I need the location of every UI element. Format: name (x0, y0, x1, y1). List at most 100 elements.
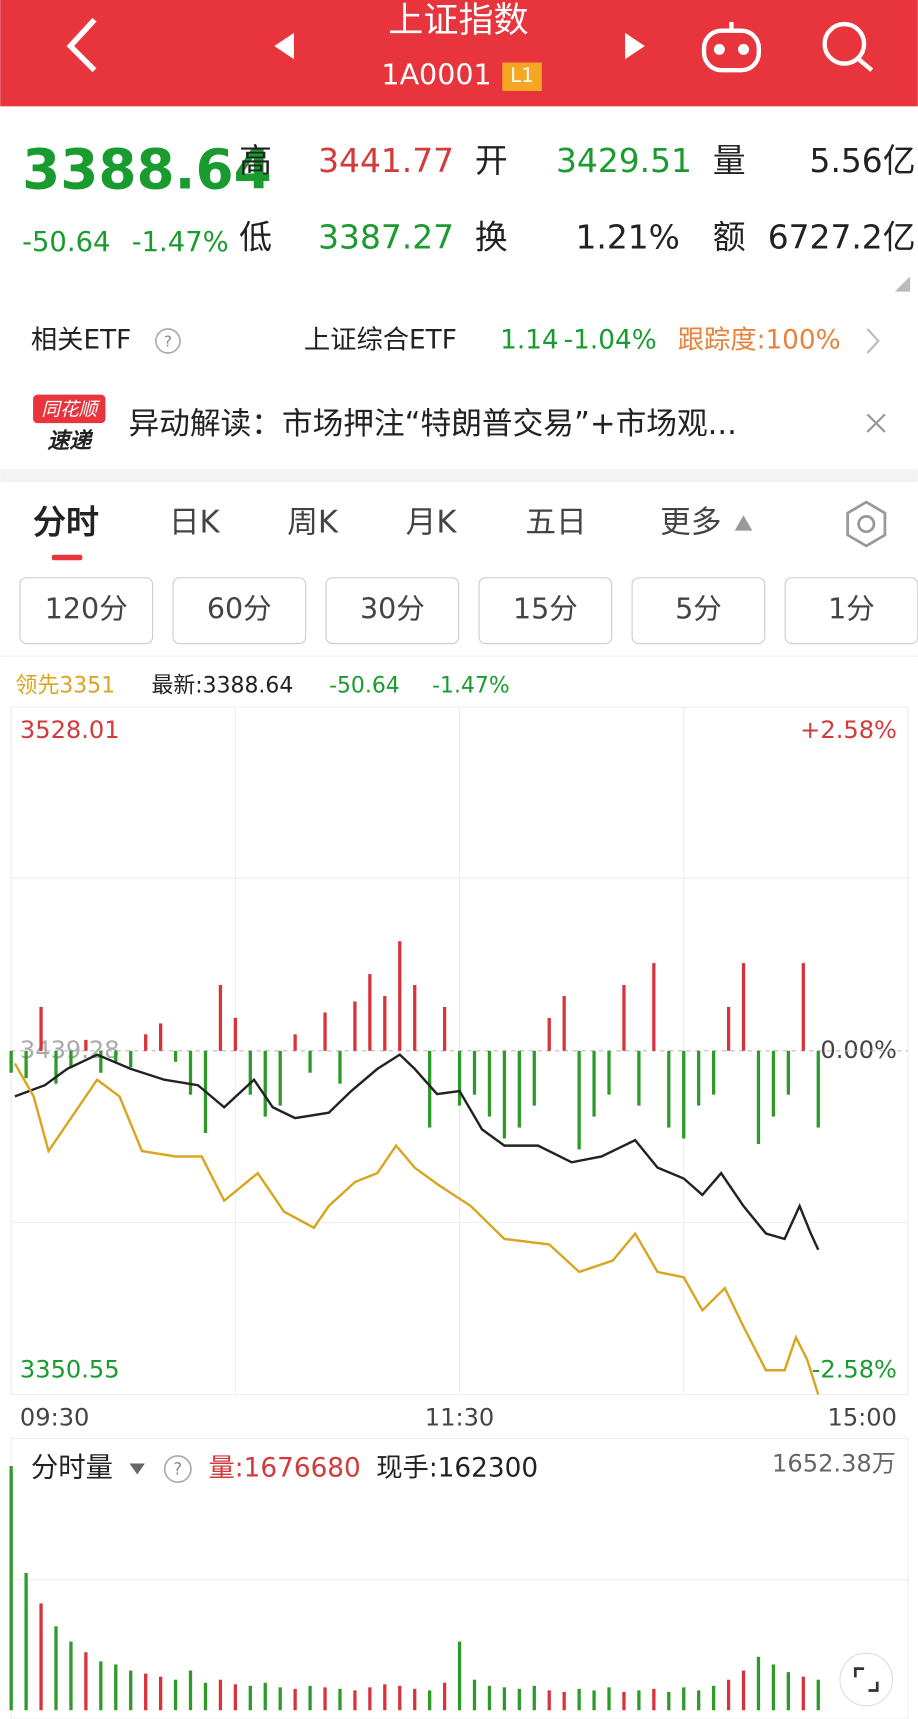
strength-bar (682, 1050, 686, 1139)
field-value: 1.21% (575, 217, 679, 256)
volume-bar (114, 1664, 118, 1711)
volume-bar (278, 1687, 282, 1711)
field-value: 3441.77 (318, 141, 454, 180)
period-label: 30分 (360, 593, 425, 626)
strength-bar (383, 995, 387, 1051)
strength-bar (697, 1050, 701, 1106)
tab[interactable]: 周K (287, 506, 339, 541)
badge-top: 同花顺 (41, 400, 100, 421)
x-tick-label: 15:00 (827, 1404, 896, 1432)
field-label: 量 (713, 141, 746, 180)
help-icon[interactable] (155, 328, 181, 354)
tab[interactable]: 五日 (525, 506, 586, 541)
tab[interactable]: 月K (406, 506, 458, 541)
strength-bar (532, 1050, 536, 1106)
strength-bar (144, 1034, 148, 1051)
volume-total: 量:1676680 (208, 1454, 360, 1484)
volume-bar (786, 1672, 791, 1711)
title: 上证指数 (388, 0, 528, 41)
prev-button[interactable] (274, 32, 295, 60)
volume-bar (248, 1685, 252, 1711)
period-button[interactable] (325, 577, 460, 645)
code: 1A0001 (381, 59, 491, 92)
volume-bar (9, 1466, 13, 1711)
etf-price: 1.14 (500, 325, 559, 355)
legend-lead: 领先3351 (16, 673, 116, 698)
strength-bar (248, 1050, 252, 1095)
volume-bar (203, 1682, 208, 1711)
field-value: 3429.51 (556, 141, 692, 180)
volume-bar (457, 1641, 462, 1711)
y2-tick-label: -2.58% (812, 1355, 897, 1383)
etf-name[interactable]: 上证综合ETF (304, 325, 457, 355)
robot-icon[interactable] (701, 21, 762, 73)
strength-bar (667, 1050, 671, 1128)
volume-bar (158, 1676, 163, 1711)
volume-bar (84, 1652, 88, 1711)
strength-bar (398, 941, 402, 1051)
strength-bar (726, 1006, 731, 1051)
volume-bar (592, 1690, 596, 1711)
tab[interactable]: 分时 (33, 503, 99, 542)
tab[interactable]: 更多 (660, 506, 721, 541)
legend-change-pct: -1.47% (432, 673, 510, 698)
strength-bar (129, 1050, 133, 1068)
back-button[interactable] (66, 17, 97, 73)
volume-bar (233, 1684, 237, 1711)
volume-bar (129, 1670, 133, 1711)
y-tick-label: 3528.01 (20, 716, 120, 744)
strength-bar (188, 1050, 193, 1095)
volume-dropdown[interactable] (129, 1463, 145, 1475)
help-icon[interactable] (163, 1455, 192, 1484)
strength-bar (353, 1001, 357, 1051)
field-label: 低 (239, 217, 272, 256)
period-button[interactable] (172, 577, 307, 645)
tab[interactable]: 日K (169, 506, 221, 541)
news-text[interactable]: 异动解读：市场押注“特朗普交易”+市场观... (128, 407, 736, 442)
strength-bar (323, 1012, 327, 1051)
strength-bar (9, 1050, 13, 1073)
field-value: 5.56亿 (810, 141, 916, 180)
strength-bar (263, 1050, 267, 1117)
period-button[interactable] (19, 577, 154, 645)
search-icon[interactable] (822, 21, 874, 72)
next-button[interactable] (625, 32, 645, 60)
strength-bar (84, 1039, 88, 1051)
strength-bar (442, 1006, 447, 1051)
etf-label: 相关ETF (31, 325, 131, 355)
expand-corner[interactable] (894, 276, 911, 292)
strength-bar (801, 963, 805, 1051)
period-label: 5分 (675, 593, 722, 626)
volume-bar (54, 1626, 58, 1711)
strength-bar (577, 1050, 581, 1150)
field-label: 换 (475, 217, 508, 256)
volume-bar (517, 1688, 521, 1711)
strength-bar (173, 1050, 178, 1062)
etf-tracking: 跟踪度:100% (678, 325, 841, 355)
volume-label[interactable]: 分时量 (31, 1453, 113, 1484)
legend-change: -50.64 (329, 673, 400, 698)
strength-bar (547, 1017, 551, 1051)
etf-arrow[interactable] (866, 328, 880, 354)
help-mark: ? (164, 333, 172, 351)
more-arrow (734, 515, 753, 531)
strength-bar (338, 1050, 342, 1084)
volume-bar (547, 1690, 551, 1711)
strength-bar (562, 995, 566, 1051)
strength-bar (308, 1050, 312, 1073)
volume-bar (218, 1679, 223, 1711)
volume-bar (652, 1688, 656, 1711)
volume-bar (263, 1682, 267, 1711)
volume-bar (741, 1670, 746, 1711)
settings-icon[interactable] (846, 500, 887, 548)
period-button[interactable] (631, 577, 766, 645)
close-icon[interactable] (866, 413, 886, 433)
volume-bar (637, 1690, 641, 1711)
fullscreen-button[interactable] (839, 1652, 894, 1707)
strength-bar (233, 1017, 237, 1051)
volume-bar (607, 1687, 611, 1711)
price-line (13, 1062, 820, 1395)
volume-current: 现手:162300 (376, 1454, 538, 1484)
volume-bar (323, 1687, 327, 1711)
period-button[interactable] (478, 577, 613, 645)
